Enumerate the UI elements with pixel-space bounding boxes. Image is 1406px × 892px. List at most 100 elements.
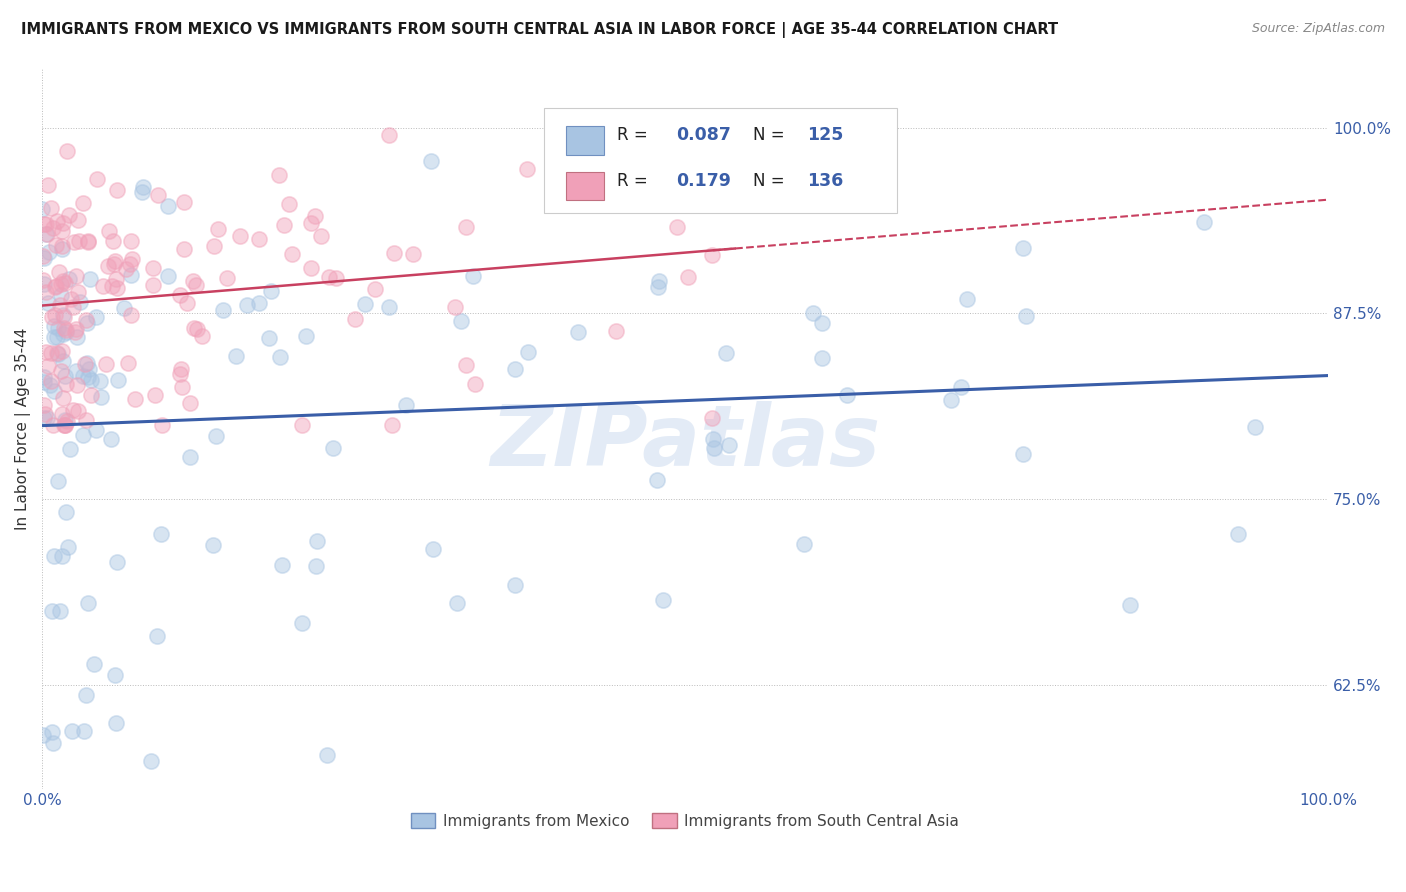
Point: [169, 288, 191, 302]
Point: [395, 398, 418, 412]
Point: [103, 257, 125, 271]
Point: [714, 345, 737, 359]
Point: [291, 616, 314, 631]
Point: [322, 442, 344, 456]
Point: [31, 202, 53, 217]
Point: [325, 270, 347, 285]
Point: [665, 220, 688, 235]
Point: [770, 174, 793, 188]
Point: [76, 356, 98, 370]
Point: [700, 248, 723, 262]
Point: [204, 429, 226, 443]
Point: [811, 316, 834, 330]
Point: [86, 172, 108, 186]
Point: [89, 374, 111, 388]
Point: [291, 417, 314, 432]
Point: [51, 243, 73, 257]
Point: [41, 725, 63, 739]
Point: [53, 417, 76, 432]
Point: [72, 369, 94, 384]
Point: [32, 410, 55, 425]
Point: [299, 261, 322, 276]
Point: [31, 728, 53, 742]
Point: [46, 330, 69, 344]
Point: [80, 373, 103, 387]
Point: [215, 271, 238, 285]
Point: [207, 222, 229, 236]
Point: [44, 309, 66, 323]
Point: [793, 537, 815, 551]
Point: [42, 736, 65, 750]
Point: [56, 540, 79, 554]
Point: [42, 417, 65, 432]
Point: [60, 723, 83, 738]
Point: [801, 306, 824, 320]
Point: [39, 201, 62, 215]
Point: [51, 224, 73, 238]
Point: [52, 353, 75, 368]
Point: [31, 249, 53, 263]
Point: [179, 450, 201, 464]
Point: [105, 183, 128, 197]
Point: [273, 218, 295, 232]
Point: [38, 244, 60, 259]
Point: [176, 295, 198, 310]
Point: [105, 281, 128, 295]
Point: [45, 213, 67, 227]
Point: [344, 311, 367, 326]
Point: [503, 361, 526, 376]
Point: [44, 549, 66, 563]
Point: [170, 380, 193, 394]
Point: [52, 309, 75, 323]
Text: 136: 136: [807, 172, 844, 190]
Point: [170, 361, 193, 376]
Point: [41, 310, 63, 325]
Point: [100, 279, 122, 293]
Point: [1194, 214, 1216, 228]
Point: [271, 558, 294, 572]
Point: [51, 343, 73, 358]
Point: [35, 285, 58, 299]
Point: [105, 272, 128, 286]
Point: [142, 261, 165, 276]
Text: ZIPatlas: ZIPatlas: [491, 401, 880, 484]
Point: [353, 297, 375, 311]
Point: [378, 300, 401, 314]
Point: [76, 596, 98, 610]
Point: [1014, 309, 1036, 323]
Point: [80, 388, 103, 402]
Point: [318, 270, 340, 285]
Point: [149, 527, 172, 541]
Point: [39, 346, 62, 360]
Point: [157, 269, 180, 284]
Point: [37, 178, 59, 192]
Point: [51, 549, 73, 564]
Point: [42, 221, 65, 235]
Point: [703, 441, 725, 455]
Point: [49, 298, 72, 312]
Text: 125: 125: [807, 127, 844, 145]
Point: [204, 239, 226, 253]
Point: [1227, 527, 1250, 541]
Text: N =: N =: [754, 172, 785, 190]
Point: [69, 294, 91, 309]
Point: [76, 235, 98, 250]
Point: [75, 689, 97, 703]
Point: [96, 357, 118, 371]
Point: [444, 301, 467, 315]
Point: [77, 362, 100, 376]
Point: [55, 377, 77, 392]
Point: [692, 136, 714, 151]
Point: [120, 257, 142, 271]
Point: [53, 277, 76, 291]
Point: [66, 378, 89, 392]
Point: [107, 373, 129, 387]
Point: [316, 748, 339, 763]
Point: [104, 253, 127, 268]
Point: [835, 388, 858, 402]
Point: [146, 629, 169, 643]
Point: [450, 314, 472, 328]
Point: [66, 330, 89, 344]
Point: [42, 384, 65, 398]
Point: [101, 234, 124, 248]
